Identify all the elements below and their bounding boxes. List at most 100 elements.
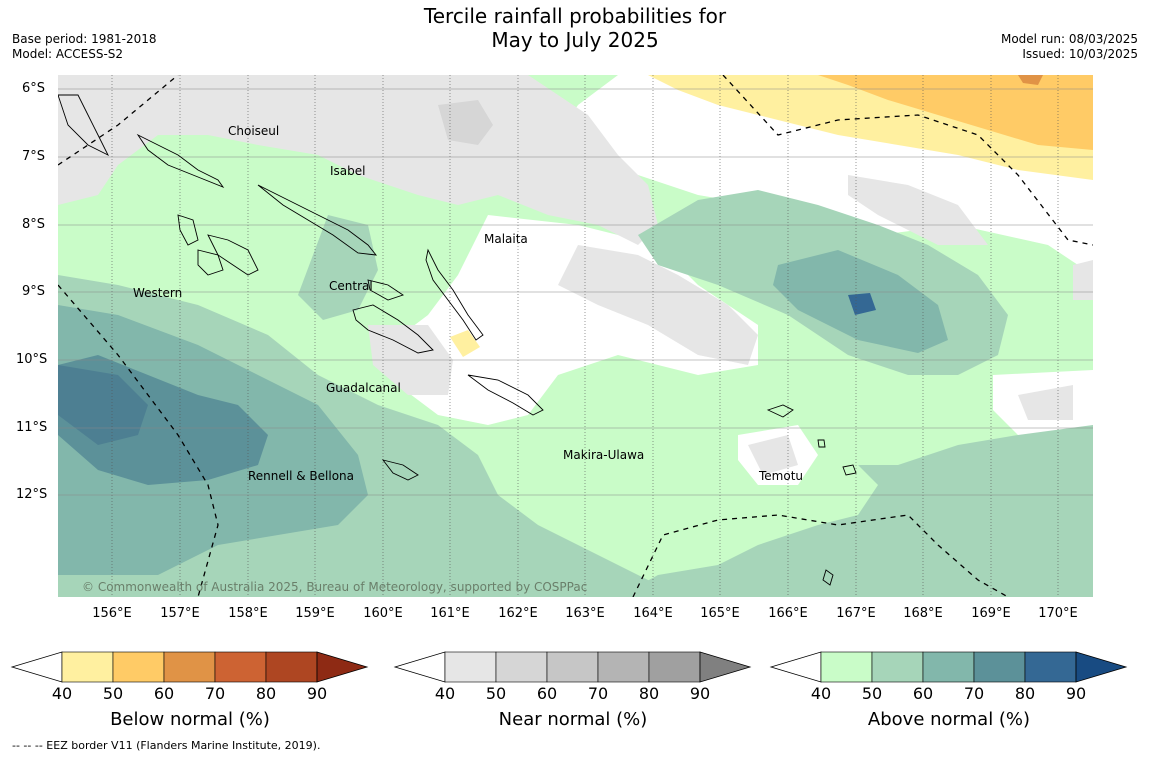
model-run-text: Model run: 08/03/2025 (1000, 32, 1138, 46)
colorbar-below-tick-label: 40 (51, 684, 73, 703)
colorbar-above-tick-label: 70 (963, 684, 985, 703)
lon-label-167e: 167°E (836, 606, 876, 621)
map-region-near-normal-edge (1073, 260, 1093, 300)
lat-label-6s: 6°S (22, 81, 46, 96)
colorbar-below-tick-label: 70 (204, 684, 226, 703)
colorbar-below-extend-high (316, 651, 369, 683)
colorbar-near-tick-label: 50 (485, 684, 507, 703)
map-region-above-normal-50-southeast (618, 425, 1093, 597)
base-period-text: Base period: 1981-2018 (12, 32, 157, 46)
colorbar-below-segment (112, 651, 165, 683)
map-region-near-normal-temotu (748, 435, 798, 475)
lon-label-164e: 164°E (633, 606, 673, 621)
map-region-below-normal-60 (1018, 75, 1043, 85)
colorbar-near-tick-label: 80 (638, 684, 660, 703)
copyright-notice: © Commonwealth of Australia 2025, Bureau… (82, 580, 588, 594)
lon-label-169e: 169°E (971, 606, 1011, 621)
lat-label-11s: 11°S (16, 420, 48, 435)
colorbar-above-tick-label: 50 (861, 684, 883, 703)
colorbar-above-segment (1024, 651, 1077, 683)
colorbar-near-segment (648, 651, 701, 683)
colorbar-below-tick-label: 60 (153, 684, 175, 703)
colorbar-title-near-normal: Near normal (%) (498, 709, 648, 730)
probability-map (58, 75, 1093, 597)
lon-label-168e: 168°E (903, 606, 943, 621)
colorbar-above-tick-label: 40 (810, 684, 832, 703)
map-title-line1: Tercile rainfall probabilities for (423, 4, 727, 28)
map-region-near-normal-malaita (558, 245, 758, 365)
map-region-below-normal-guadalcanal (450, 330, 480, 357)
colorbar-above-segment (973, 651, 1026, 683)
lon-label-161e: 161°E (430, 606, 470, 621)
colorbar-above-tick-label: 60 (912, 684, 934, 703)
colorbar-above-normal (769, 651, 1128, 683)
model-text: Model: ACCESS-S2 (12, 47, 124, 61)
colorbar-above-tick-label: 80 (1014, 684, 1036, 703)
colorbar-below-extend-low (10, 651, 63, 683)
place-label-makira-ulawa: Makira-Ulawa (563, 448, 645, 462)
map-region-above-normal-50-central (298, 215, 378, 320)
eez-legend-footer: -- -- -- EEZ border V11 (Flanders Marine… (12, 739, 321, 752)
coastlines (58, 94, 857, 586)
lon-label-158e: 158°E (228, 606, 268, 621)
colorbar-near-tick-label: 40 (434, 684, 456, 703)
colorbar-near-segment (495, 651, 548, 683)
colorbar-near-tick-label: 60 (536, 684, 558, 703)
colorbar-title-below-normal: Below normal (%) (110, 709, 270, 730)
map-region-near-normal-southeast (1018, 385, 1073, 420)
colorbar-above-segment (922, 651, 975, 683)
map-region-near-normal-north (58, 75, 658, 245)
colorbar-near-segment (597, 651, 650, 683)
lat-label-10s: 10°S (16, 352, 48, 367)
lon-label-159e: 159°E (295, 606, 335, 621)
map-title-line2: May to July 2025 (491, 28, 659, 52)
colorbar-below-normal (10, 651, 369, 683)
colorbar-near-segment (546, 651, 599, 683)
map-region-near-normal-east (848, 175, 988, 245)
colorbar-above-extend-high (1075, 651, 1128, 683)
map-region-below-normal-50 (818, 75, 1093, 150)
colorbar-above-segment (871, 651, 924, 683)
lat-label-12s: 12°S (16, 487, 48, 502)
colorbar-below-segment (265, 651, 318, 683)
colorbar-near-tick-label: 70 (587, 684, 609, 703)
colorbar-near-extend-low (393, 651, 446, 683)
place-label-rennell-bellona: Rennell & Bellona (248, 469, 355, 483)
colorbar-near-extend-high (699, 651, 752, 683)
colorbar-below-segment (61, 651, 114, 683)
colorbar-near-tick-label: 90 (689, 684, 711, 703)
place-label-central: Central (329, 279, 373, 293)
lat-label-8s: 8°S (22, 217, 46, 232)
eez-border (58, 75, 1093, 597)
lon-label-160e: 160°E (363, 606, 403, 621)
map-region-near-normal-50 (438, 100, 493, 145)
map-region-above-normal-75 (58, 365, 148, 445)
place-label-western: Western (133, 286, 183, 300)
map-region-above-normal-80 (848, 293, 876, 315)
lat-label-9s: 9°S (22, 284, 46, 299)
longitude-gridlines (111, 75, 1059, 597)
lon-label-170e: 170°E (1038, 606, 1078, 621)
colorbar-near-normal (393, 651, 752, 683)
colorbar-below-tick-label: 50 (102, 684, 124, 703)
colorbars (10, 651, 1128, 683)
colorbar-above-extend-low (769, 651, 822, 683)
colorbar-below-tick-label: 80 (255, 684, 277, 703)
lat-label-7s: 7°S (22, 149, 46, 164)
colorbar-below-tick-label: 90 (306, 684, 328, 703)
lon-label-165e: 165°E (700, 606, 740, 621)
place-label-temotu: Temotu (759, 469, 804, 483)
colorbar-title-above-normal: Above normal (%) (867, 709, 1031, 730)
colorbar-above-tick-label: 90 (1065, 684, 1087, 703)
place-label-guadalcanal: Guadalcanal (326, 381, 401, 395)
colorbar-below-segment (214, 651, 267, 683)
lon-label-166e: 166°E (768, 606, 808, 621)
colorbar-near-segment (444, 651, 497, 683)
lon-label-163e: 163°E (565, 606, 605, 621)
lon-label-162e: 162°E (498, 606, 538, 621)
place-label-malaita: Malaita (484, 232, 528, 246)
lon-label-156e: 156°E (92, 606, 132, 621)
lon-label-157e: 157°E (160, 606, 200, 621)
issued-text: Issued: 10/03/2025 (1022, 47, 1138, 61)
place-label-choiseul: Choiseul (228, 124, 280, 138)
